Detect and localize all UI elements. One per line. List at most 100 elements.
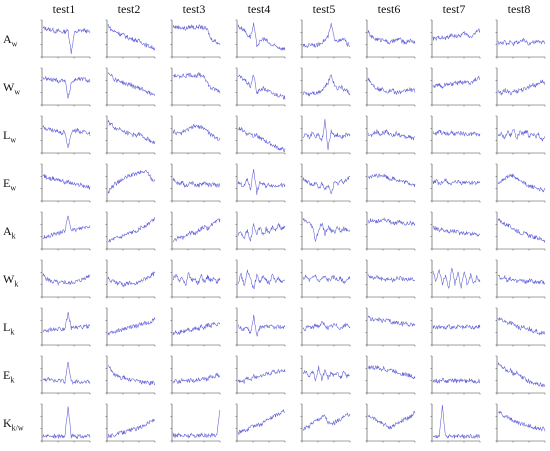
plot-Kkw-test2 [101,402,157,448]
plot-svg [40,259,91,299]
plot-svg [365,115,416,155]
plot-axes [41,68,90,106]
series-line [172,321,221,336]
column-header-test3: test3 [182,2,206,16]
plot-Ew-test1 [36,162,92,208]
row-label-subscript: w [14,87,21,97]
plot-Kkw-test4 [231,402,287,448]
plot-Aw-test6 [361,18,417,64]
plot-Ew-test6 [361,162,417,208]
series-line [497,129,546,142]
series-line [42,361,91,385]
plot-svg [495,163,546,203]
plot-axes [41,164,90,202]
plot-Ak-test6 [361,210,417,256]
row-label-subscript: w [11,39,18,49]
row-label-main: L [3,128,11,142]
series-line [237,168,286,195]
series-line [172,372,221,384]
plot-axes [366,356,415,394]
plot-axes [41,20,90,58]
plot-Aw-test8 [491,18,547,64]
row-label-subscript: k [10,327,15,337]
series-line [172,177,221,188]
series-line [107,365,156,386]
row-label-w-w: Ww [3,80,27,96]
row-label-main: K [3,416,12,430]
plot-svg [40,355,91,395]
plot-svg [365,403,416,443]
plot-Wk-test8 [491,258,547,304]
series-line [237,314,286,337]
plot-axes [301,260,350,298]
plot-Ek-test4 [231,354,287,400]
series-line [367,273,416,283]
plot-Ww-test3 [166,66,222,112]
plot-axes [171,308,220,346]
plot-axes [366,212,415,250]
row-label-e-k: Ek [3,368,27,384]
plot-svg [430,259,481,299]
series-line [497,37,546,47]
series-line [367,77,416,95]
plot-axes [496,212,545,250]
plot-svg [235,307,286,347]
column-header-test8: test8 [507,2,531,16]
plot-svg [235,403,286,443]
plot-svg [170,19,221,59]
plot-axes [41,212,90,250]
plot-axes [171,164,220,202]
plot-axes [171,116,220,154]
plot-axes [496,260,545,298]
plot-svg [235,259,286,299]
plot-Kkw-test8 [491,402,547,448]
plot-axes [171,356,220,394]
plot-Ek-test2 [101,354,157,400]
plot-Lw-test4 [231,114,287,160]
plot-svg [430,307,481,347]
plot-Wk-test7 [426,258,482,304]
plot-svg [235,355,286,395]
row-label-a-k: Ak [3,224,27,240]
plot-axes [496,20,545,58]
plot-svg [430,163,481,203]
plot-svg [40,163,91,203]
plot-Ew-test3 [166,162,222,208]
plot-svg [40,67,91,107]
series-line [107,119,156,145]
plot-svg [495,355,546,395]
row-label-main: E [3,176,11,190]
plot-svg [105,163,156,203]
plot-svg [300,19,351,59]
plot-svg [495,259,546,299]
series-line [432,377,481,384]
series-line [302,274,351,285]
plot-svg [105,19,156,59]
plot-Ek-test1 [36,354,92,400]
plot-svg [105,67,156,107]
plot-axes [41,308,90,346]
series-line [172,72,221,94]
plot-svg [105,115,156,155]
plot-Ak-test3 [166,210,222,256]
plot-Lk-test7 [426,306,482,352]
plot-Wk-test4 [231,258,287,304]
plot-Ek-test7 [426,354,482,400]
series-line [302,365,351,382]
plot-axes [236,212,285,250]
plot-Lw-test5 [296,114,352,160]
row-label-main: W [3,80,15,94]
series-line [42,25,91,55]
plot-Lk-test6 [361,306,417,352]
series-line [302,175,351,195]
series-line [367,173,416,187]
plot-Ww-test5 [296,66,352,112]
plot-axes [106,212,155,250]
plot-axes [366,308,415,346]
plot-svg [300,403,351,443]
row-label-main: E [3,368,11,382]
row-label-subscript: k/w [11,423,24,433]
plot-Ek-test6 [361,354,417,400]
plot-Kkw-test7 [426,402,482,448]
column-header-test5: test5 [312,2,336,16]
